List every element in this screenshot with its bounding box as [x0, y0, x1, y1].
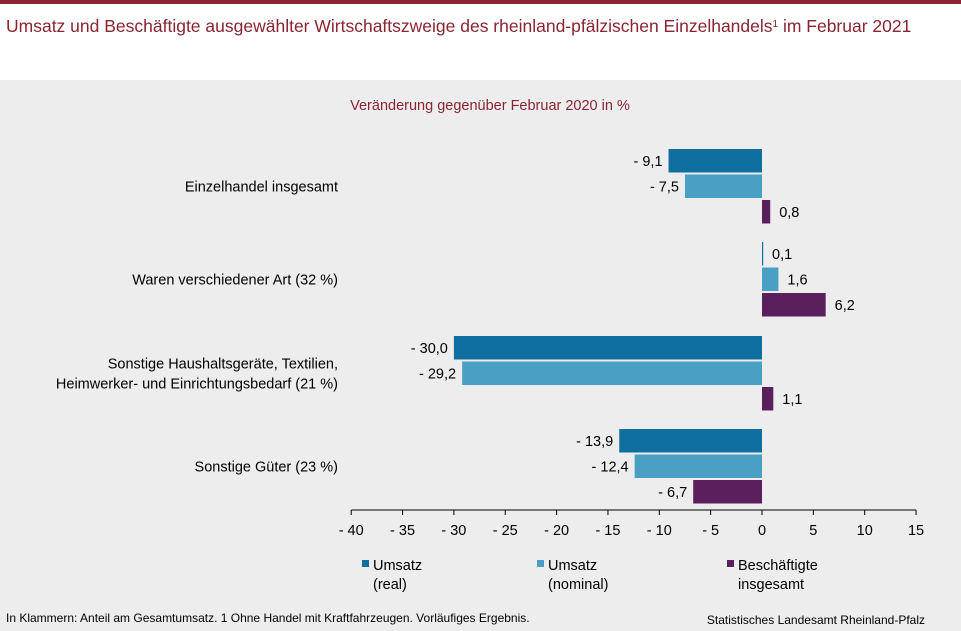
legend-label: Beschäftigte [738, 558, 818, 574]
x-tick-label: - 20 [544, 523, 569, 539]
data-label: - 7,5 [650, 179, 679, 195]
data-label: - 6,7 [658, 485, 687, 501]
x-tick-label: 10 [857, 523, 873, 539]
bar [762, 267, 779, 291]
x-tick-label: 15 [908, 523, 924, 539]
x-tick-label: - 5 [702, 523, 719, 539]
footnote: In Klammern: Anteil am Gesamtumsatz. 1 O… [6, 611, 530, 625]
category-label: Heimwerker- und Einrichtungsbedarf (21 %… [56, 376, 338, 392]
x-tick-label: - 15 [595, 523, 620, 539]
data-label: 1,6 [787, 272, 807, 288]
bar [693, 480, 762, 504]
title-main: Umsatz und Beschäftigte ausgewählter Wir… [6, 16, 773, 36]
bar [453, 336, 762, 360]
bar [668, 149, 762, 173]
bar [762, 200, 771, 224]
chart-subtitle: Veränderung gegenüber Februar 2020 in % [350, 98, 630, 114]
x-tick-label: 0 [758, 523, 766, 539]
data-label: 6,2 [835, 298, 855, 314]
x-tick-label: - 40 [339, 523, 364, 539]
category-label: Einzelhandel insgesamt [185, 179, 338, 195]
data-label: 0,1 [772, 247, 792, 263]
data-label: - 29,2 [419, 366, 456, 382]
data-label: - 9,1 [634, 154, 663, 170]
x-tick-label: - 35 [390, 523, 415, 539]
legend-label: (nominal) [548, 577, 608, 593]
data-label: - 12,4 [592, 459, 629, 475]
x-tick-label: 5 [809, 523, 817, 539]
category-label: Waren verschiedener Art (32 %) [132, 272, 338, 288]
legend-label: Umsatz [373, 558, 422, 574]
legend-label: insgesamt [738, 577, 804, 593]
title-tail: im Februar 2021 [778, 16, 912, 36]
chart-title: Umsatz und Beschäftigte ausgewählter Wir… [6, 16, 946, 36]
bar [762, 293, 826, 317]
category-label: Sonstige Güter (23 %) [195, 459, 338, 475]
source-credit: Statistisches Landesamt Rheinland-Pfalz [707, 613, 925, 627]
bar [462, 361, 762, 385]
bar [634, 454, 762, 478]
legend-swatch [537, 560, 544, 567]
bar [762, 387, 774, 411]
legend-label: (real) [373, 577, 407, 593]
header: Umsatz und Beschäftigte ausgewählter Wir… [0, 4, 961, 72]
category-label: Sonstige Haushaltsgeräte, Textilien, [108, 356, 338, 372]
x-tick-label: - 25 [493, 523, 518, 539]
data-label: 1,1 [782, 392, 802, 408]
x-tick-label: - 30 [441, 523, 466, 539]
data-label: 0,8 [779, 205, 799, 221]
bar [762, 242, 764, 266]
title-footnote-mark: 1 [772, 19, 779, 30]
data-label: - 13,9 [576, 434, 613, 450]
data-label: - 30,0 [411, 341, 448, 357]
x-tick-label: - 10 [647, 523, 672, 539]
top-accent-bar [0, 0, 961, 4]
legend-swatch [727, 560, 734, 567]
bar [684, 174, 762, 198]
bar [619, 429, 762, 453]
legend-swatch [362, 560, 369, 567]
legend-label: Umsatz [548, 558, 597, 574]
